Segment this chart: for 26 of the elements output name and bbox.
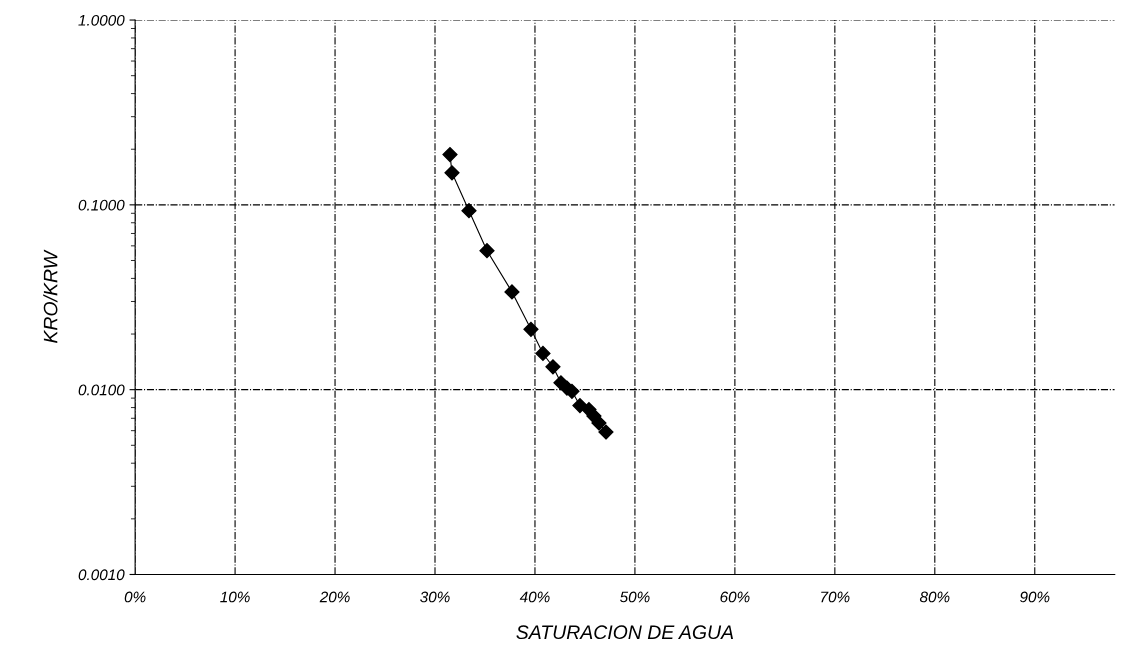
x-axis-title: SATURACION DE AGUA: [516, 625, 733, 640]
y-tick-label: 0.0010: [78, 569, 125, 581]
point: [444, 165, 460, 181]
point: [479, 243, 495, 259]
point: [598, 424, 614, 440]
x-tick-label: 50%: [619, 591, 650, 603]
point: [461, 203, 477, 219]
x-tick-label: 40%: [519, 591, 550, 603]
x-tick-label: 80%: [919, 591, 950, 603]
x-tick-label: 0%: [124, 591, 146, 603]
y-tick-label: 1.0000: [78, 14, 125, 26]
x-tick-label: 70%: [821, 591, 850, 603]
x-tick-label: 90%: [1020, 591, 1050, 603]
point: [504, 284, 520, 300]
x-tick-label: 60%: [720, 591, 750, 603]
point: [591, 415, 607, 431]
x-tick-label: 30%: [420, 591, 450, 603]
y-tick-label: 0.1000: [78, 199, 125, 211]
y-axis-title: KRO/KRW: [43, 249, 58, 343]
point: [442, 147, 458, 163]
point: [523, 321, 539, 337]
point: [535, 345, 551, 362]
y-tick-label: 0.0100: [78, 384, 125, 396]
point: [545, 359, 561, 375]
x-tick-label: 20%: [319, 591, 350, 603]
x-tick-label: 10%: [220, 591, 250, 603]
